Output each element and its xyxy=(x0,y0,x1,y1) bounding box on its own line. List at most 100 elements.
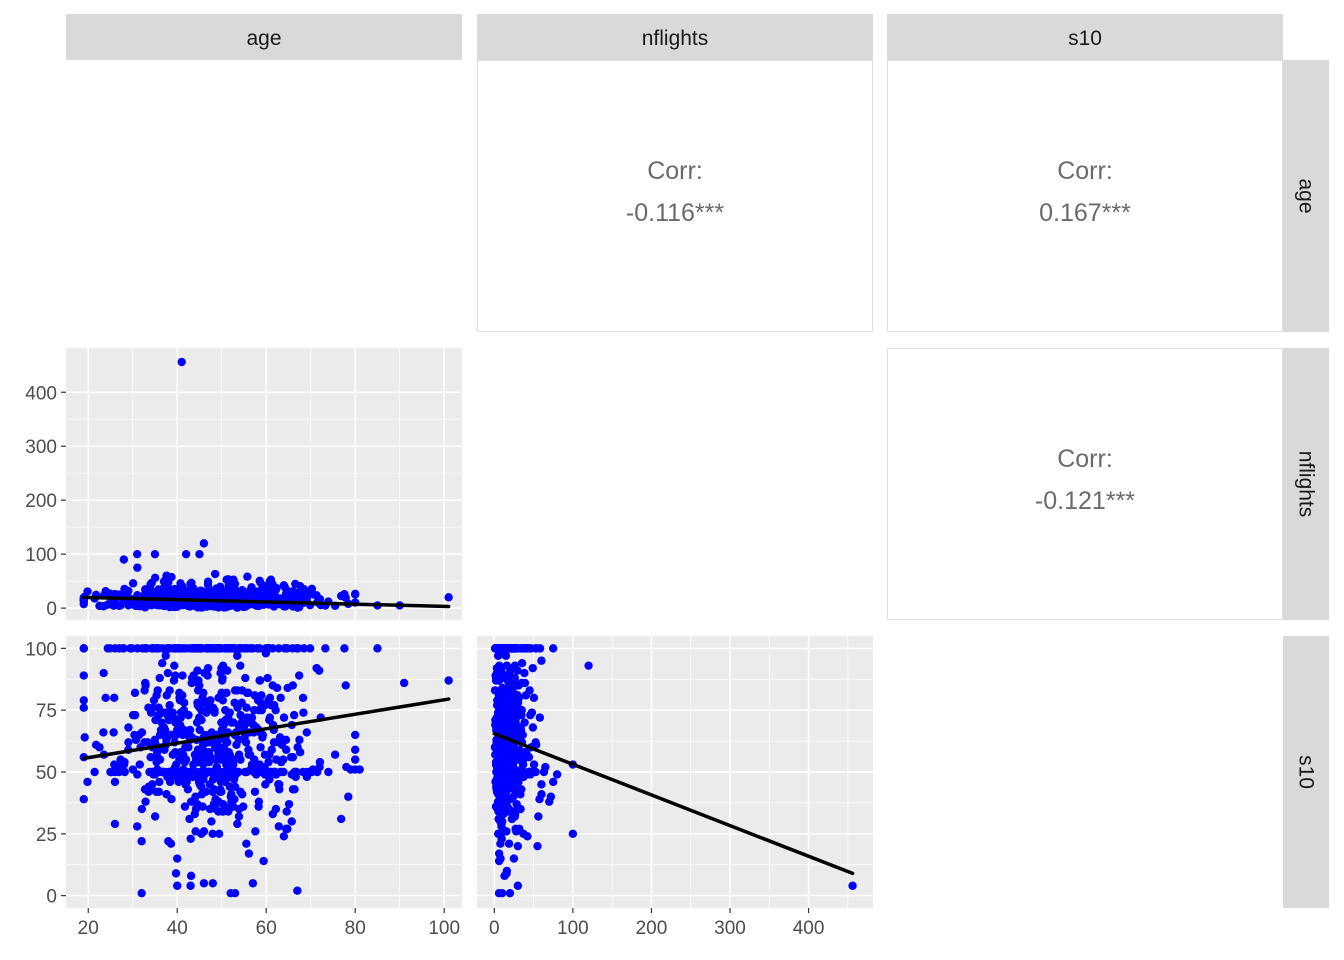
data-point xyxy=(221,705,230,715)
data-point xyxy=(503,728,513,737)
data-point xyxy=(197,790,207,799)
data-point xyxy=(312,663,321,673)
data-point xyxy=(225,644,235,653)
data-point xyxy=(535,644,545,653)
data-point xyxy=(298,590,308,599)
data-point xyxy=(513,666,522,675)
data-point xyxy=(506,752,515,762)
data-point xyxy=(201,698,210,707)
data-point xyxy=(157,644,167,653)
outliers-nflights-s10 xyxy=(494,656,857,898)
data-point xyxy=(533,841,542,851)
data-point xyxy=(137,728,147,737)
data-point xyxy=(259,856,268,866)
data-point xyxy=(220,802,230,811)
data-point xyxy=(242,839,251,848)
data-point xyxy=(208,703,218,712)
data-point xyxy=(264,757,273,767)
data-point xyxy=(83,777,92,787)
data-point xyxy=(197,829,206,839)
data-point xyxy=(254,705,264,715)
data-point xyxy=(137,601,147,610)
data-point xyxy=(190,589,199,598)
data-point xyxy=(133,563,142,572)
data-point xyxy=(341,593,350,603)
data-point xyxy=(321,644,330,653)
y-tick-label: 75 xyxy=(36,701,57,722)
data-point xyxy=(153,748,162,757)
data-point xyxy=(124,738,133,747)
data-point xyxy=(250,691,260,700)
data-point xyxy=(99,602,108,611)
data-point xyxy=(496,703,506,712)
data-point xyxy=(199,879,209,888)
strip-right-bg xyxy=(1283,348,1329,620)
data-point xyxy=(227,797,236,806)
data-point xyxy=(848,881,857,890)
data-point xyxy=(99,728,108,737)
data-point xyxy=(272,755,281,764)
y-tick-label: 0 xyxy=(46,887,57,908)
data-point xyxy=(514,767,523,777)
data-point xyxy=(279,713,289,722)
data-point xyxy=(289,710,299,720)
data-point xyxy=(221,715,230,725)
data-point xyxy=(166,730,176,740)
data-point xyxy=(150,549,160,559)
data-point xyxy=(292,767,301,777)
data-point xyxy=(181,755,191,764)
data-point xyxy=(178,671,187,680)
data-point xyxy=(184,743,193,752)
data-point xyxy=(517,705,527,715)
data-point xyxy=(524,752,534,762)
data-point xyxy=(341,681,350,690)
data-point xyxy=(324,767,333,777)
data-point xyxy=(342,762,351,772)
data-point xyxy=(288,785,298,794)
data-point xyxy=(511,718,520,727)
data-point xyxy=(351,765,360,774)
data-point xyxy=(225,588,235,598)
data-point xyxy=(128,765,138,774)
data-point xyxy=(159,767,169,777)
data-point xyxy=(254,797,264,806)
data-point xyxy=(236,755,245,764)
data-point xyxy=(279,767,288,777)
data-point xyxy=(227,760,236,769)
data-point xyxy=(198,587,208,596)
data-point xyxy=(584,661,593,670)
data-point xyxy=(124,723,133,732)
data-point xyxy=(340,644,349,653)
data-point xyxy=(507,710,517,720)
y-tick-label: 100 xyxy=(25,545,57,566)
x-tick-label: 80 xyxy=(345,918,366,939)
data-point xyxy=(344,792,353,801)
data-point xyxy=(276,693,285,703)
data-point xyxy=(250,787,260,796)
data-point xyxy=(187,673,197,683)
data-point xyxy=(444,593,453,602)
x-tick-label: 100 xyxy=(428,918,460,939)
points-age-nflights xyxy=(79,563,360,612)
data-point xyxy=(206,752,215,762)
data-point xyxy=(176,748,185,757)
data-point xyxy=(79,795,88,804)
data-point xyxy=(216,777,226,787)
corr-label: Corr: xyxy=(1057,157,1113,185)
data-point xyxy=(568,829,578,839)
data-point xyxy=(499,827,508,836)
y-tick-label: 0 xyxy=(46,599,57,620)
data-point xyxy=(224,770,233,779)
data-point xyxy=(222,755,231,764)
y-axis-nflights: 0 100 200 300 400 xyxy=(25,383,66,620)
data-point xyxy=(239,802,248,811)
data-point xyxy=(175,693,184,703)
x-tick-label: 0 xyxy=(489,918,500,939)
data-point xyxy=(305,644,315,653)
data-point xyxy=(155,673,164,683)
data-point xyxy=(351,755,360,764)
data-point xyxy=(242,688,252,698)
points-nflights-s10 xyxy=(490,644,558,881)
data-point xyxy=(283,586,292,596)
data-point xyxy=(512,799,521,809)
